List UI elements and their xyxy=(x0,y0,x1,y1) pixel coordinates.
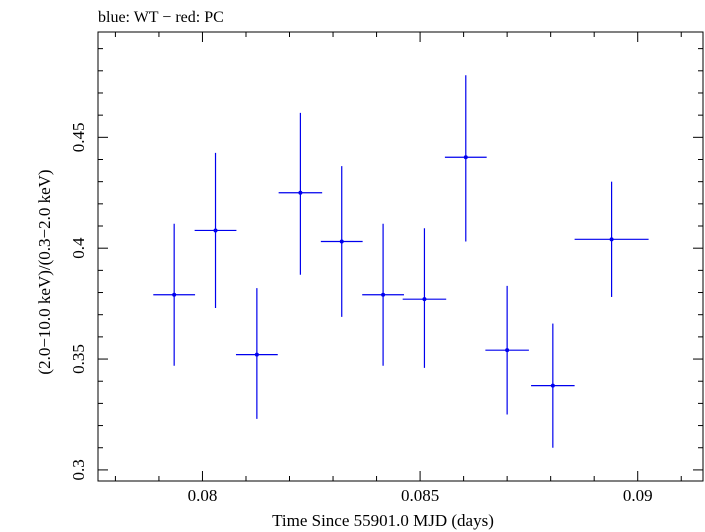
data-point xyxy=(531,323,575,448)
data-point-marker xyxy=(463,155,468,160)
data-point xyxy=(362,223,404,366)
data-point-marker xyxy=(213,228,218,233)
plot-frame xyxy=(97,31,704,482)
x-axis-label: Time Since 55901.0 MJD (days) xyxy=(272,511,494,530)
data-point xyxy=(278,112,323,275)
data-point xyxy=(153,223,196,366)
data-point xyxy=(485,285,529,415)
data-point-marker xyxy=(339,239,344,244)
y-tick-label: 0.3 xyxy=(69,459,88,480)
chart-title: blue: WT − red: PC xyxy=(98,9,224,26)
y-axis-label: (2.0−10.0 keV)/(0.3−2.0 keV) xyxy=(35,169,54,374)
data-point xyxy=(235,288,278,419)
data-point-marker xyxy=(505,348,510,353)
data-point xyxy=(402,228,447,368)
y-tick-label: 0.4 xyxy=(69,237,88,259)
data-point-marker xyxy=(172,292,177,297)
data-point xyxy=(444,75,487,242)
x-tick-label: 0.08 xyxy=(188,486,218,505)
data-point-marker xyxy=(381,292,386,297)
x-tick-label: 0.085 xyxy=(401,486,439,505)
data-point-marker xyxy=(254,352,259,357)
data-point xyxy=(194,152,237,309)
data-point xyxy=(320,166,363,317)
data-point xyxy=(574,181,649,297)
axis-tick-labels: 0.08 0.085 0.09 0.3 0.35 0.4 0.45 xyxy=(69,122,653,505)
y-tick-label: 0.35 xyxy=(69,344,88,374)
data-point-marker xyxy=(550,383,555,388)
y-tick-label: 0.45 xyxy=(69,122,88,152)
x-tick-label: 0.09 xyxy=(623,486,653,505)
data-point-marker xyxy=(298,190,303,195)
axis-ticks xyxy=(98,32,703,481)
plot-frame-rect xyxy=(97,31,704,482)
data-points xyxy=(153,75,649,448)
data-point-marker xyxy=(609,237,614,242)
data-point-marker xyxy=(422,297,427,302)
